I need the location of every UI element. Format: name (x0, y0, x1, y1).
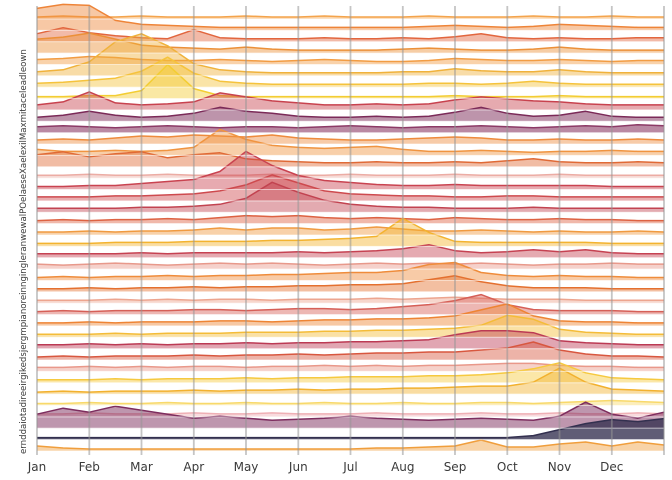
y-axis-rotated-labels: ernddaiotadireeirgikedsjergmpianoreinngi… (19, 49, 29, 454)
x-tick-label: Jul (342, 460, 357, 474)
x-tick-label: Jan (27, 460, 47, 474)
x-tick-label: Feb (79, 460, 100, 474)
x-tick-label: Mar (130, 460, 153, 474)
x-tick-label: May (234, 460, 259, 474)
x-tick-label: Aug (391, 460, 414, 474)
x-tick-label: Sep (444, 460, 467, 474)
x-tick-label: Dec (600, 460, 623, 474)
vertical-gridlines (36, 6, 665, 455)
x-tick-label: Nov (548, 460, 571, 474)
x-axis-labels: Jan Feb Mar Apr May Jun Jul Aug Sep Oct Nov Dec (27, 460, 624, 474)
ridge-area (37, 4, 664, 31)
x-tick-label: Oct (497, 460, 518, 474)
x-tick-label: Jun (288, 460, 308, 474)
ridge-area (37, 418, 664, 440)
x-tick-label: Apr (183, 460, 204, 474)
